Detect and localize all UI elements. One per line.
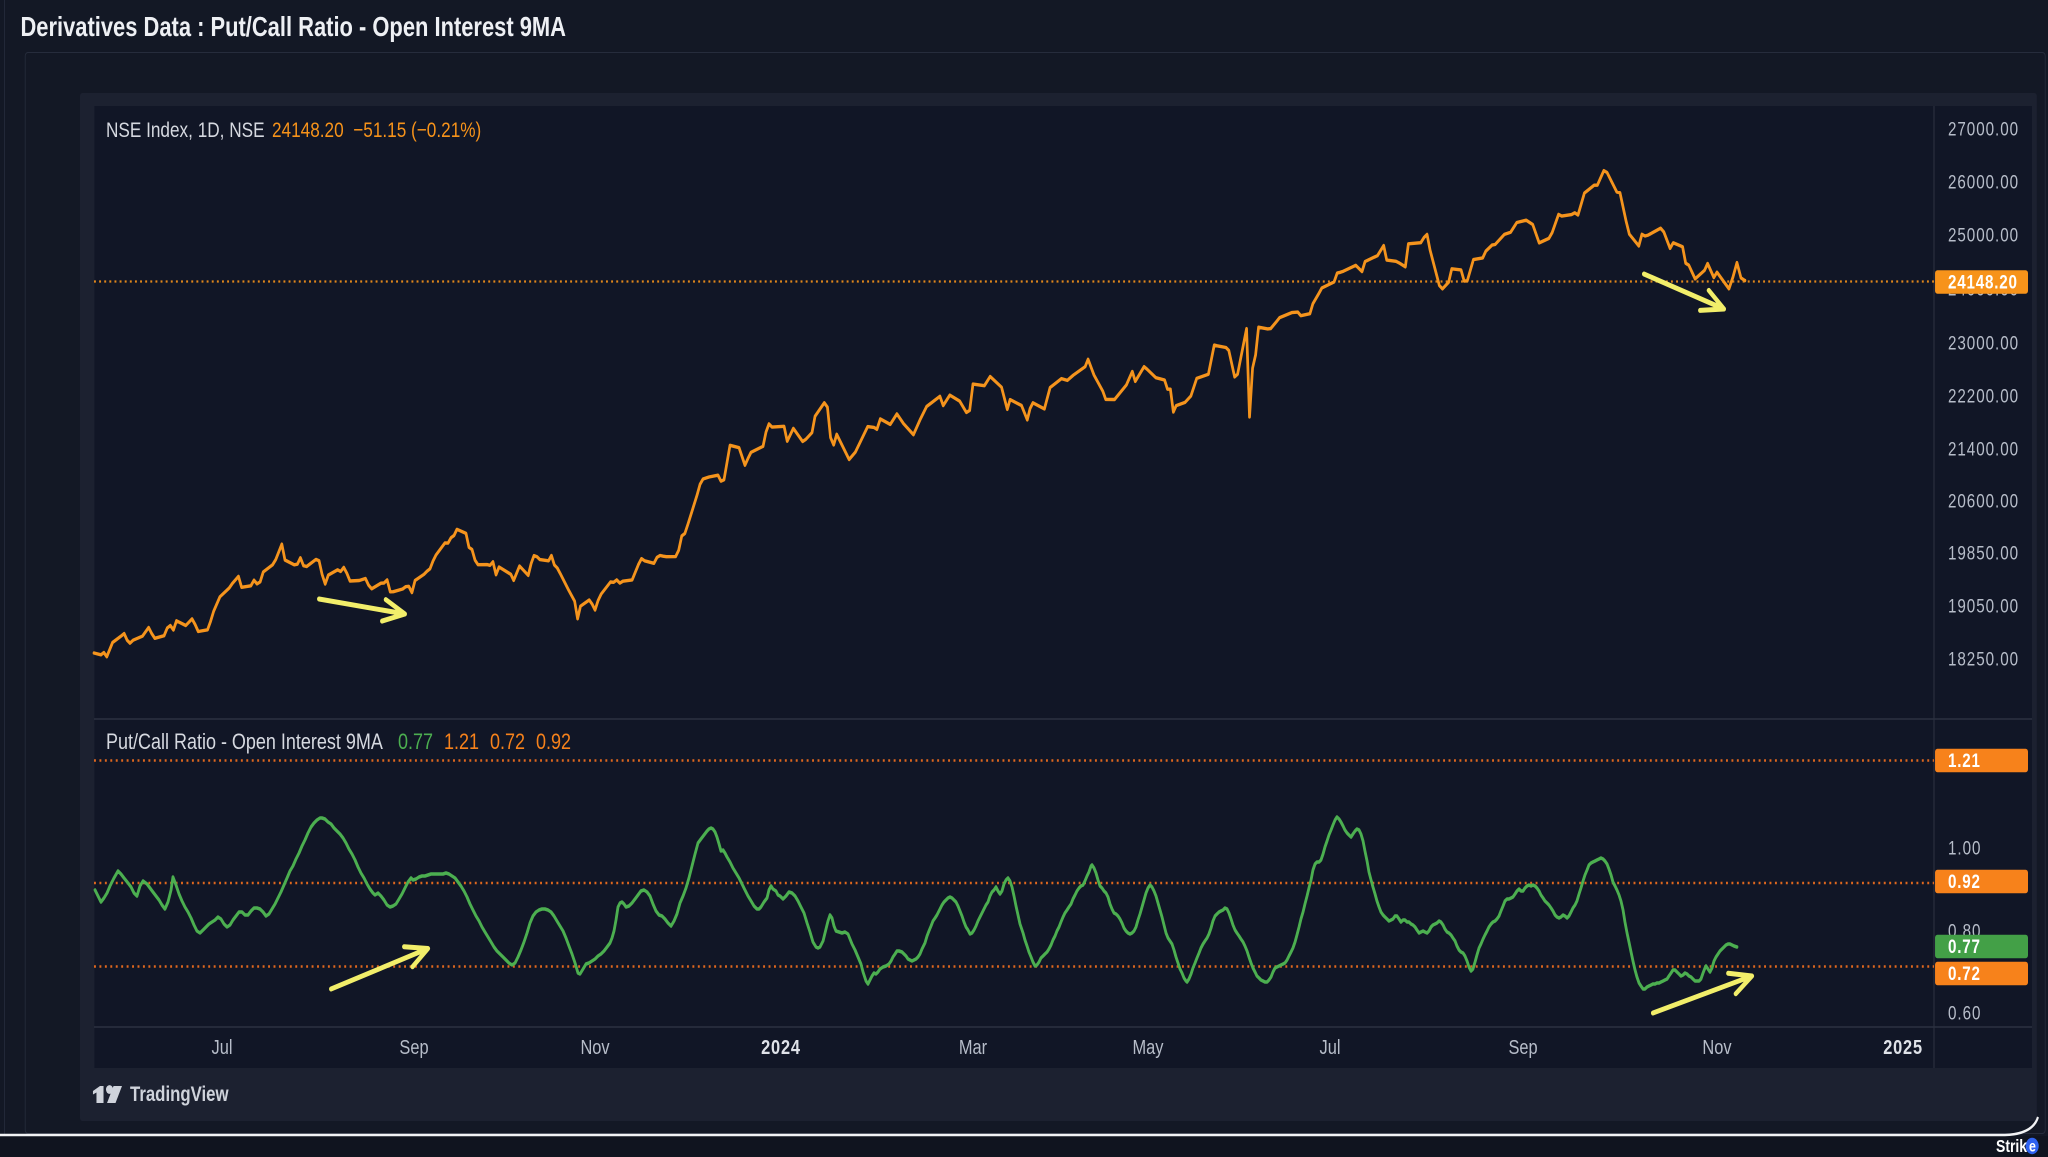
- svg-text:0.60: 0.60: [1948, 1002, 1981, 1024]
- svg-text:2025: 2025: [1883, 1035, 1923, 1058]
- svg-text:23000.00: 23000.00: [1948, 332, 2019, 354]
- svg-text:20600.00: 20600.00: [1948, 490, 2019, 512]
- svg-text:e: e: [2029, 1137, 2036, 1155]
- svg-text:NSE Index, 1D, NSE: NSE Index, 1D, NSE: [106, 118, 265, 142]
- svg-text:0.77: 0.77: [1948, 935, 1981, 957]
- svg-text:Jul: Jul: [1320, 1035, 1341, 1058]
- svg-text:24148.20 −51.15 (−0.21%): 24148.20 −51.15 (−0.21%): [272, 118, 481, 142]
- svg-text:18250.00: 18250.00: [1948, 648, 2019, 670]
- svg-text:26000.00: 26000.00: [1948, 171, 2019, 193]
- svg-text:1.21: 1.21: [444, 730, 479, 754]
- svg-text:2024: 2024: [761, 1035, 801, 1058]
- svg-text:27000.00: 27000.00: [1948, 118, 2019, 140]
- svg-text:Put/Call Ratio - Open Interest: Put/Call Ratio - Open Interest 9MA: [106, 730, 383, 754]
- svg-text:0.92: 0.92: [536, 730, 571, 754]
- svg-text:Sep: Sep: [1508, 1035, 1537, 1058]
- svg-text:22200.00: 22200.00: [1948, 385, 2019, 407]
- svg-text:1.21: 1.21: [1948, 749, 1981, 771]
- svg-text:May: May: [1133, 1035, 1165, 1058]
- svg-text:Nov: Nov: [1702, 1035, 1732, 1058]
- svg-text:Mar: Mar: [959, 1035, 987, 1058]
- svg-text:Strik: Strik: [1996, 1138, 2027, 1157]
- svg-text:0.77: 0.77: [398, 730, 433, 754]
- svg-text:25000.00: 25000.00: [1948, 224, 2019, 246]
- svg-text:1.00: 1.00: [1948, 837, 1981, 859]
- svg-text:0.92: 0.92: [1948, 870, 1981, 892]
- svg-text:Jul: Jul: [212, 1035, 233, 1058]
- svg-text:24148.20: 24148.20: [1948, 271, 2018, 293]
- svg-text:Sep: Sep: [399, 1035, 428, 1058]
- svg-text:21400.00: 21400.00: [1948, 438, 2019, 460]
- svg-text:19050.00: 19050.00: [1948, 595, 2019, 617]
- svg-text:0.72: 0.72: [1948, 962, 1981, 984]
- svg-text:Nov: Nov: [580, 1035, 610, 1058]
- svg-text:19850.00: 19850.00: [1948, 542, 2019, 564]
- svg-text:0.72: 0.72: [490, 730, 525, 754]
- svg-text:TradingView: TradingView: [130, 1083, 229, 1106]
